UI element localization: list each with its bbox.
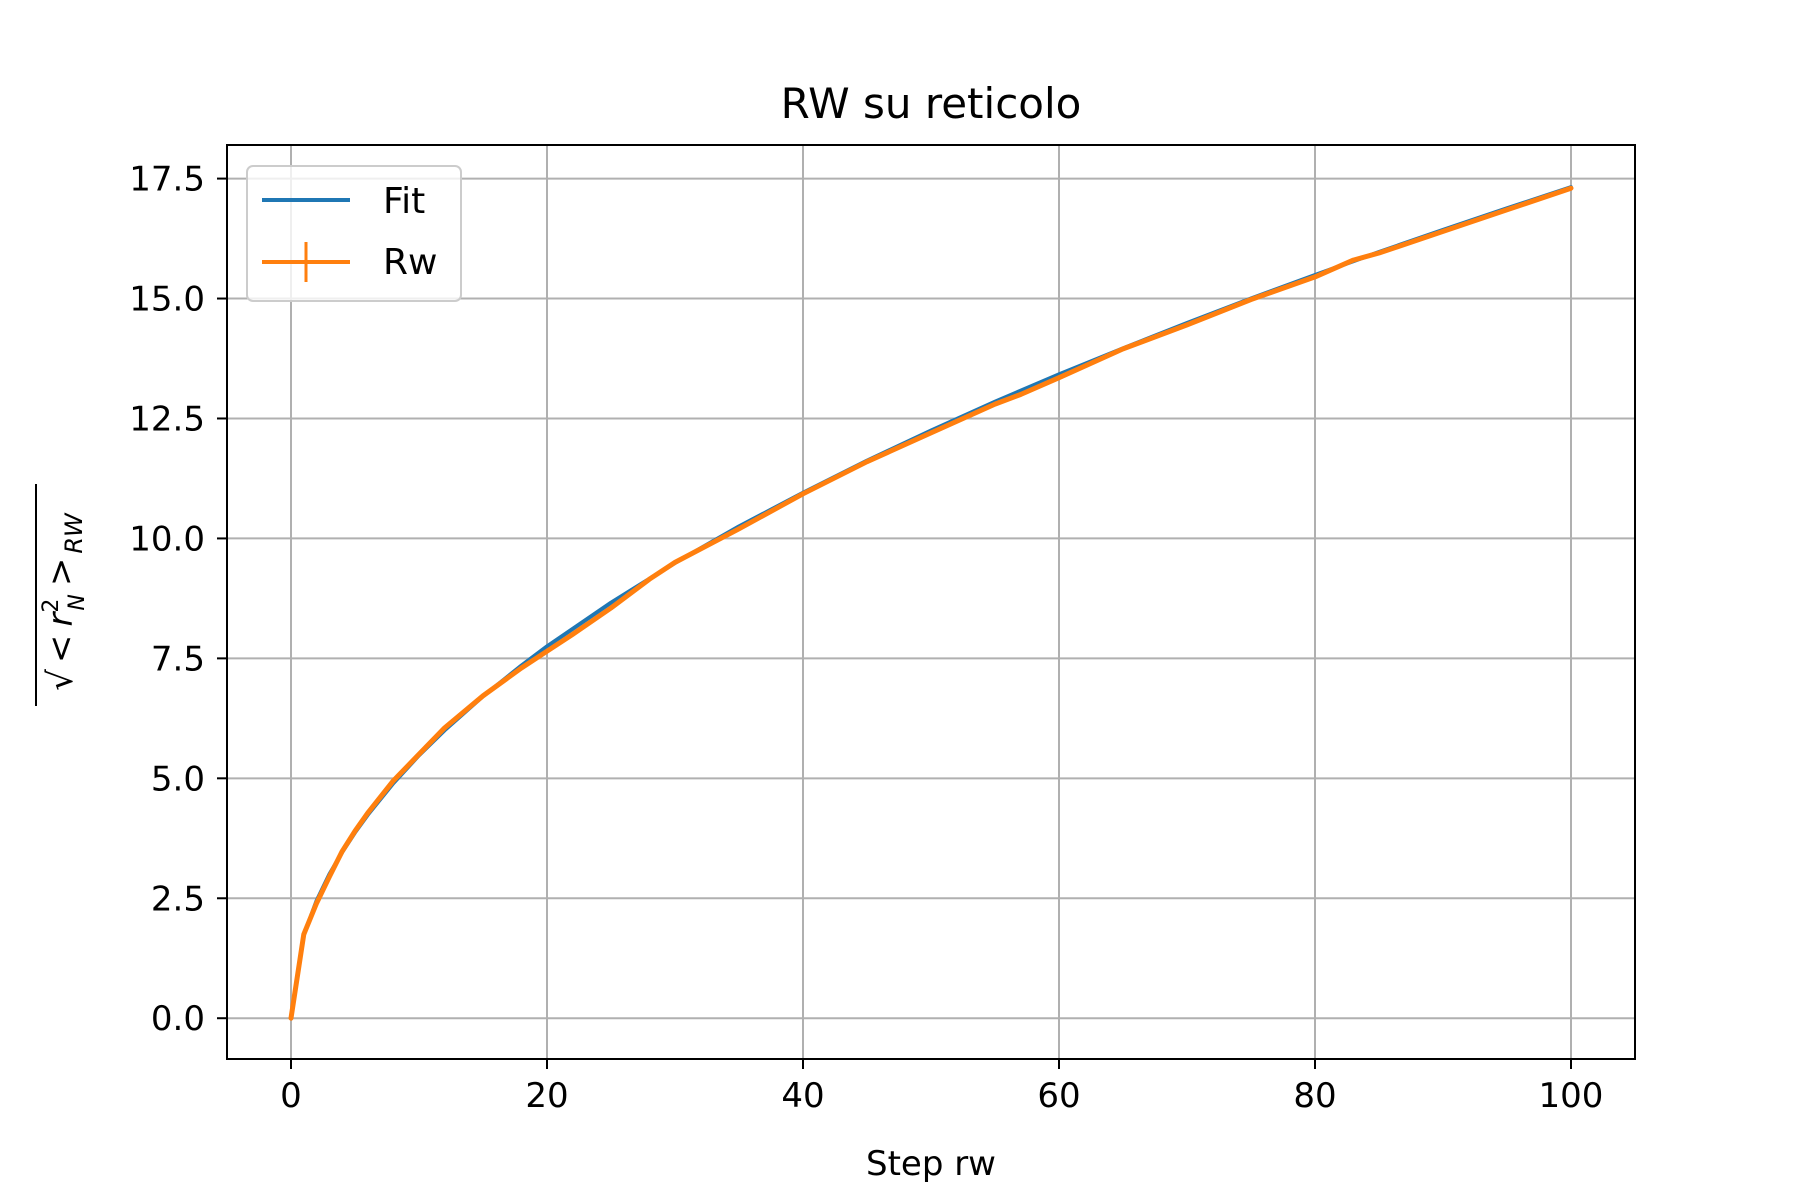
y-label-subscript-rw: RW [60,512,88,554]
legend-fit-label: Fit [383,181,425,222]
y-tick-label: 2.5 [151,879,205,919]
x-tick-label: 60 [1037,1076,1080,1116]
chart-title: RW su reticolo [781,79,1082,128]
y-axis-label-text: √ < r2N > RW [39,512,90,691]
y-tick-label: 0.0 [151,999,205,1039]
y-tick-label: 7.5 [151,639,205,679]
ticks: 0 20 40 60 80 100 0.0 2.5 5.0 7.5 10.0 12.5 15.0 17.5 [129,160,1603,1116]
series-layer [288,185,1574,1021]
y-label-sub: N [65,594,90,610]
x-tick-label: 40 [781,1076,824,1116]
y-axis-label: √ < r2N > RW [35,484,90,706]
y-label-sup: 2 [39,599,64,613]
x-tick-label: 20 [525,1076,568,1116]
y-tick-label: 10.0 [129,519,205,559]
plot-frame [226,144,1636,1060]
y-label-sqrt: √ [41,669,81,691]
y-label-bracket-close: > [41,558,81,587]
y-tick-label: 17.5 [129,160,205,200]
series-line-rw [288,185,1574,1021]
y-tick-label: 15.0 [129,280,205,320]
legend-rw-label: Rw [383,242,437,283]
x-axis-label: Step rw [866,1144,996,1184]
y-tick-label: 12.5 [129,399,205,439]
legend: Fit Rw [246,165,462,302]
x-tick-label: 100 [1539,1076,1604,1116]
y-label-r: r [41,611,81,627]
y-tick-label: 5.0 [151,759,205,799]
grid [227,145,1635,1059]
x-tick-label: 80 [1293,1076,1336,1116]
x-tick-label: 0 [280,1076,302,1116]
y-label-bracket-open: < [41,635,81,664]
